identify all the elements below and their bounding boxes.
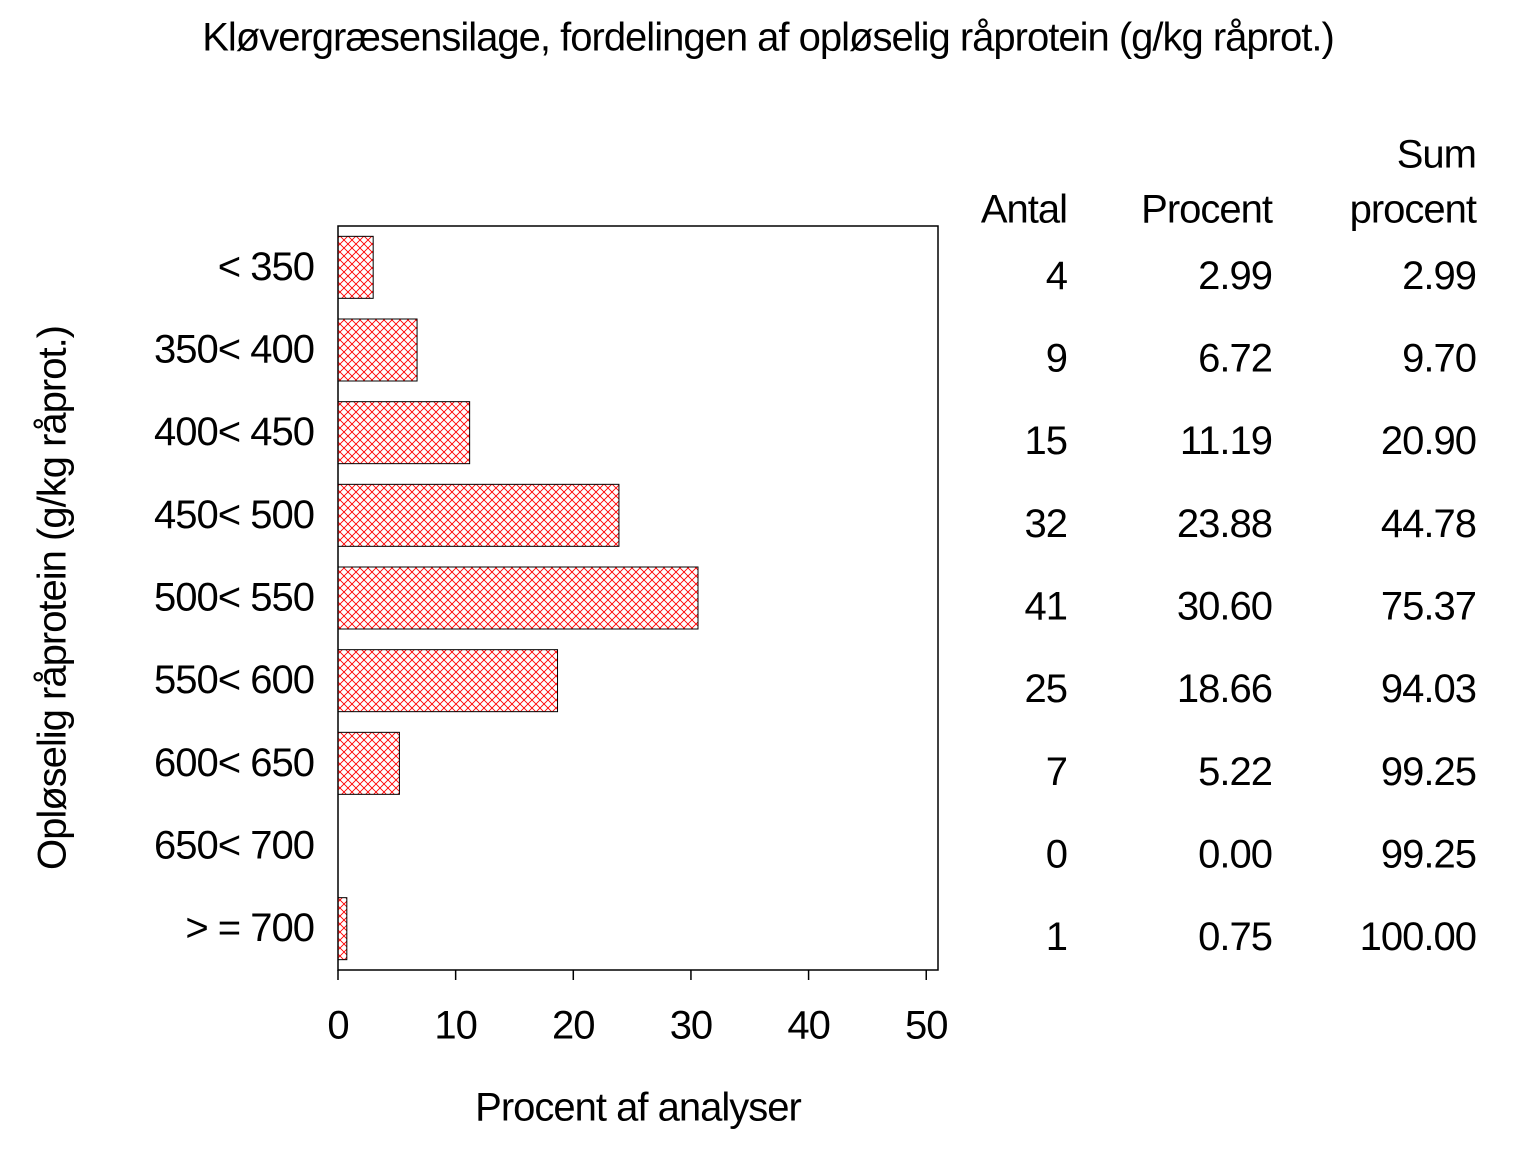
table-count: 15 <box>1025 419 1068 463</box>
y-tick-label: 650< 700 <box>154 824 314 868</box>
x-tick-label: 40 <box>787 1004 830 1048</box>
table-cumulative: 99.25 <box>1381 833 1476 877</box>
y-tick-label: 450< 500 <box>154 493 314 537</box>
bar <box>337 566 699 630</box>
bar <box>337 483 620 547</box>
x-axis-label: Procent af analyser <box>475 1086 801 1130</box>
table-cumulative: 75.37 <box>1381 585 1476 629</box>
table-cumulative: 2.99 <box>1402 254 1476 298</box>
table-header: Sum <box>1397 133 1476 177</box>
table-cumulative: 100.00 <box>1360 915 1476 959</box>
y-tick-label: > = 700 <box>185 906 314 950</box>
table-percent: 30.60 <box>1177 585 1272 629</box>
x-tick-label: 50 <box>905 1004 948 1048</box>
x-tick-label: 20 <box>552 1004 595 1048</box>
table-count: 1 <box>1046 915 1067 959</box>
bar <box>337 235 374 299</box>
bar <box>337 318 418 382</box>
table-percent: 0.75 <box>1198 915 1272 959</box>
table-count: 7 <box>1046 750 1067 794</box>
y-tick-label: < 350 <box>218 245 314 289</box>
table-percent: 0.00 <box>1198 833 1272 877</box>
y-tick-label: 350< 400 <box>154 328 314 372</box>
y-axis-label: Opløselig råprotein (g/kg råprot.) <box>31 326 75 870</box>
chart-title: Kløvergræsensilage, fordelingen af opløs… <box>202 16 1334 60</box>
table-count: 0 <box>1046 833 1067 877</box>
y-tick-label: 500< 550 <box>154 576 314 620</box>
y-tick-label: 400< 450 <box>154 410 314 454</box>
bar <box>337 897 348 961</box>
table-cumulative: 44.78 <box>1381 502 1476 546</box>
table-count: 41 <box>1025 585 1068 629</box>
bar <box>337 401 471 465</box>
table-percent: 6.72 <box>1198 337 1272 381</box>
table-percent: 5.22 <box>1198 750 1272 794</box>
bar <box>337 731 400 795</box>
table-percent: 2.99 <box>1198 254 1272 298</box>
table-header: Antal <box>981 188 1067 232</box>
table-cumulative: 20.90 <box>1381 419 1476 463</box>
x-tick-label: 0 <box>327 1004 348 1048</box>
bar <box>337 649 559 713</box>
y-tick-label: 600< 650 <box>154 741 314 785</box>
table-count: 32 <box>1025 502 1068 546</box>
y-tick-label: 550< 600 <box>154 658 314 702</box>
table-percent: 23.88 <box>1177 502 1272 546</box>
table-cumulative: 94.03 <box>1381 667 1476 711</box>
table-count: 25 <box>1025 667 1068 711</box>
table-count: 9 <box>1046 337 1067 381</box>
table-percent: 18.66 <box>1177 667 1272 711</box>
table-cumulative: 99.25 <box>1381 750 1476 794</box>
table-header: procent <box>1350 188 1477 232</box>
x-tick-label: 10 <box>434 1004 477 1048</box>
table-cumulative: 9.70 <box>1402 337 1476 381</box>
table-header: Procent <box>1141 188 1273 232</box>
table-percent: 11.19 <box>1180 419 1272 463</box>
x-tick-label: 30 <box>670 1004 713 1048</box>
table-count: 4 <box>1046 254 1068 298</box>
